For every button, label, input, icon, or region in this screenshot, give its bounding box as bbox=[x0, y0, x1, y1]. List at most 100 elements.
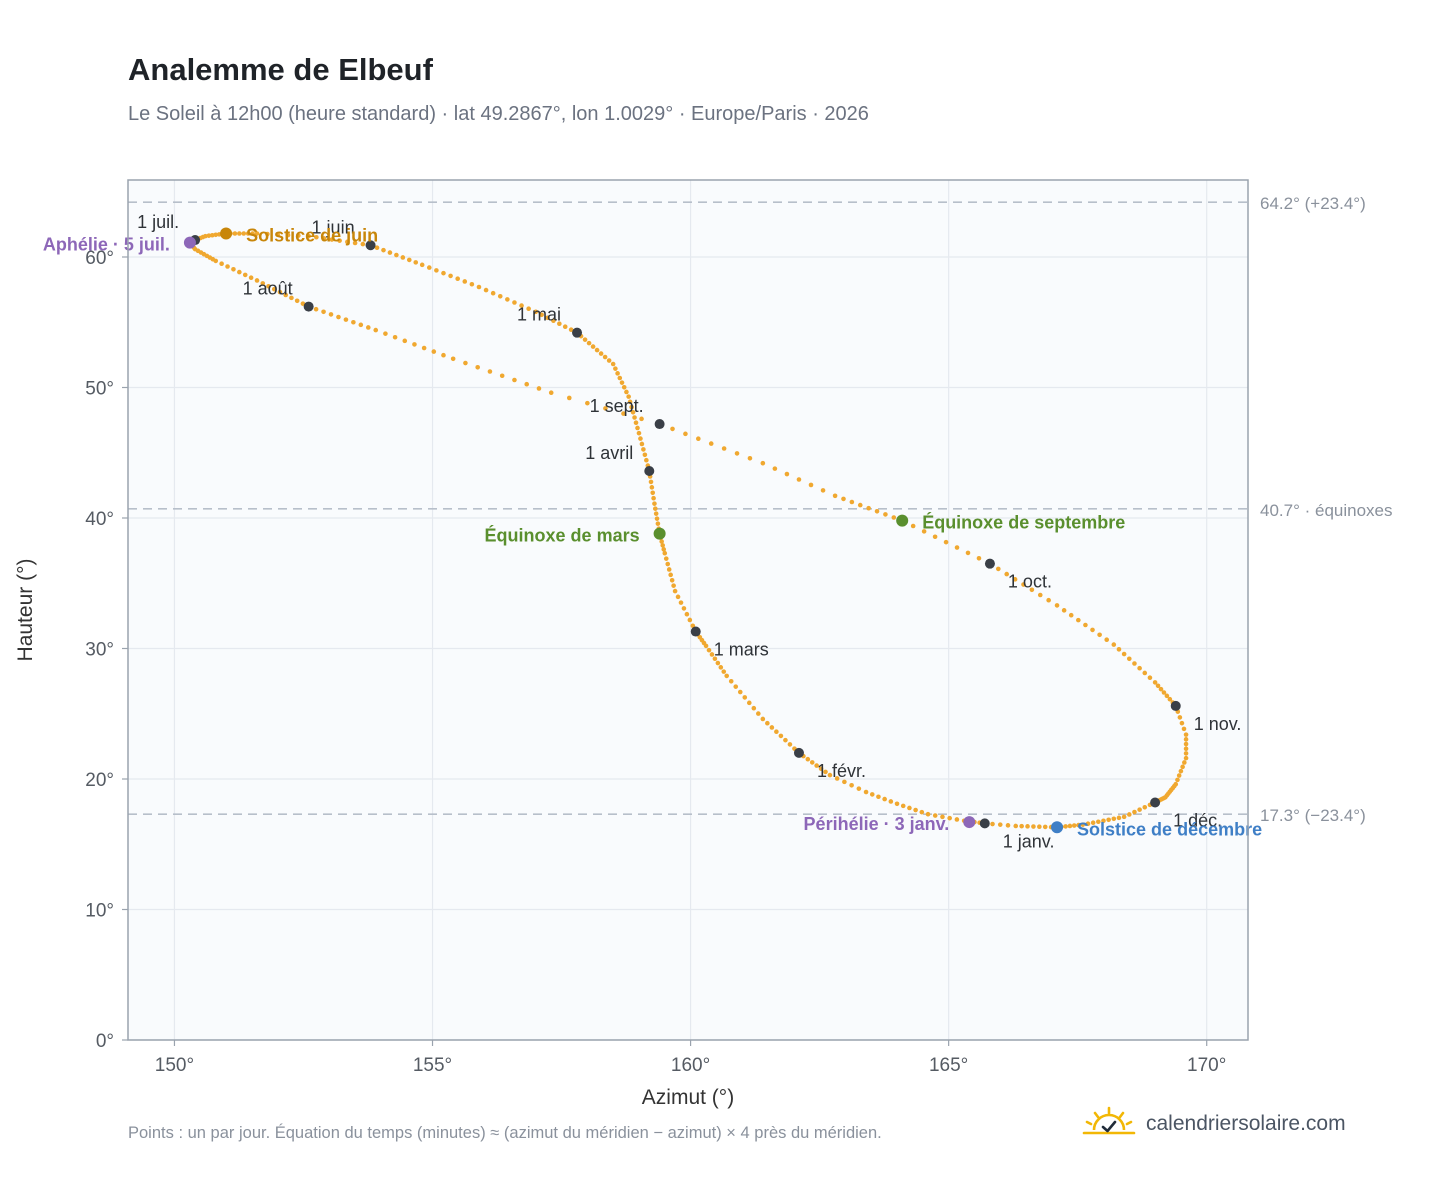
month-label: 1 déc. bbox=[1173, 810, 1222, 830]
brand-name: calendriersolaire.com bbox=[1146, 1112, 1346, 1135]
day-point bbox=[783, 737, 788, 743]
day-point bbox=[1126, 656, 1132, 662]
day-point bbox=[653, 511, 659, 516]
day-point bbox=[760, 716, 766, 722]
event-label: Équinoxe de mars bbox=[485, 525, 640, 546]
day-point bbox=[1046, 597, 1051, 603]
day-point bbox=[512, 377, 517, 383]
day-point bbox=[254, 278, 260, 283]
x-axis-label: Azimut (°) bbox=[642, 1086, 734, 1109]
day-point bbox=[894, 801, 900, 807]
day-point bbox=[254, 231, 260, 236]
month-label: 1 sept. bbox=[590, 396, 644, 416]
month-marker bbox=[365, 240, 376, 251]
month-label: 1 avril bbox=[585, 443, 633, 463]
day-point bbox=[260, 281, 266, 286]
chart-subtitle: Le Soleil à 12h00 (heure standard) · lat… bbox=[128, 103, 869, 125]
day-point bbox=[328, 312, 334, 317]
day-point bbox=[469, 281, 475, 287]
day-point bbox=[505, 297, 510, 302]
day-point bbox=[636, 430, 642, 436]
x-tick-label: 150° bbox=[155, 1055, 194, 1076]
day-point bbox=[603, 406, 608, 411]
day-point bbox=[818, 766, 824, 772]
day-point bbox=[784, 471, 790, 477]
day-point bbox=[448, 273, 453, 279]
y-tick-label: 0° bbox=[96, 1031, 114, 1052]
day-point bbox=[760, 460, 766, 466]
day-point bbox=[670, 426, 675, 432]
day-point bbox=[336, 314, 341, 320]
day-point bbox=[709, 652, 715, 657]
day-point bbox=[1021, 582, 1026, 587]
event-label: Périhélie · 3 janv. bbox=[804, 814, 950, 834]
month-label: 1 mars bbox=[714, 640, 769, 660]
day-point bbox=[1025, 824, 1030, 829]
day-point bbox=[1142, 670, 1148, 676]
day-point bbox=[352, 240, 358, 246]
day-point bbox=[1063, 824, 1068, 829]
day-point bbox=[678, 600, 684, 605]
day-point bbox=[306, 233, 311, 239]
day-point bbox=[1037, 824, 1042, 830]
day-point bbox=[1005, 823, 1011, 828]
day-point bbox=[1183, 732, 1189, 737]
day-point bbox=[1181, 726, 1187, 732]
day-point bbox=[842, 779, 847, 785]
day-point bbox=[787, 742, 793, 747]
day-point bbox=[421, 345, 427, 351]
day-point bbox=[213, 258, 219, 264]
x-tick-label: 160° bbox=[671, 1055, 710, 1076]
day-point bbox=[519, 303, 524, 308]
day-point bbox=[638, 436, 643, 441]
day-point bbox=[681, 606, 687, 611]
day-point bbox=[814, 763, 819, 768]
day-point bbox=[499, 373, 505, 379]
day-point bbox=[882, 796, 887, 802]
day-point bbox=[649, 485, 655, 490]
day-point bbox=[512, 300, 517, 305]
day-point bbox=[1096, 819, 1101, 825]
day-point bbox=[1155, 683, 1161, 689]
month-marker bbox=[690, 626, 701, 637]
day-point bbox=[1132, 809, 1137, 815]
day-point bbox=[441, 270, 446, 276]
day-point bbox=[774, 729, 779, 734]
day-point bbox=[721, 446, 727, 451]
day-point bbox=[659, 539, 664, 544]
day-point bbox=[487, 369, 493, 374]
day-point bbox=[1076, 822, 1081, 828]
day-point bbox=[419, 262, 425, 268]
day-point bbox=[1090, 820, 1096, 826]
day-point bbox=[1183, 737, 1189, 742]
brand-logo[interactable]: calendriersolaire.com bbox=[1082, 1104, 1346, 1144]
day-point bbox=[475, 364, 480, 370]
day-point bbox=[834, 776, 840, 781]
day-point bbox=[241, 231, 247, 236]
day-point bbox=[1042, 824, 1048, 830]
day-point bbox=[990, 821, 995, 827]
day-point bbox=[585, 400, 590, 406]
day-point bbox=[866, 505, 871, 511]
month-label: 1 janv. bbox=[1003, 831, 1055, 851]
day-point bbox=[345, 239, 350, 245]
day-point bbox=[450, 356, 456, 362]
y-tick-label: 50° bbox=[85, 378, 114, 399]
day-point bbox=[1012, 577, 1018, 582]
day-point bbox=[283, 292, 289, 298]
day-point bbox=[400, 255, 406, 260]
day-point bbox=[712, 656, 718, 662]
day-point bbox=[232, 231, 238, 236]
day-point bbox=[751, 705, 757, 711]
day-point bbox=[1071, 823, 1077, 828]
day-point bbox=[526, 306, 531, 312]
day-point bbox=[536, 386, 542, 391]
day-point bbox=[1061, 608, 1067, 613]
x-tick-label: 155° bbox=[413, 1055, 452, 1076]
day-point bbox=[644, 457, 649, 463]
day-point bbox=[1106, 817, 1111, 823]
day-point bbox=[1013, 823, 1019, 829]
day-point bbox=[1111, 816, 1117, 822]
day-point bbox=[1161, 690, 1167, 695]
